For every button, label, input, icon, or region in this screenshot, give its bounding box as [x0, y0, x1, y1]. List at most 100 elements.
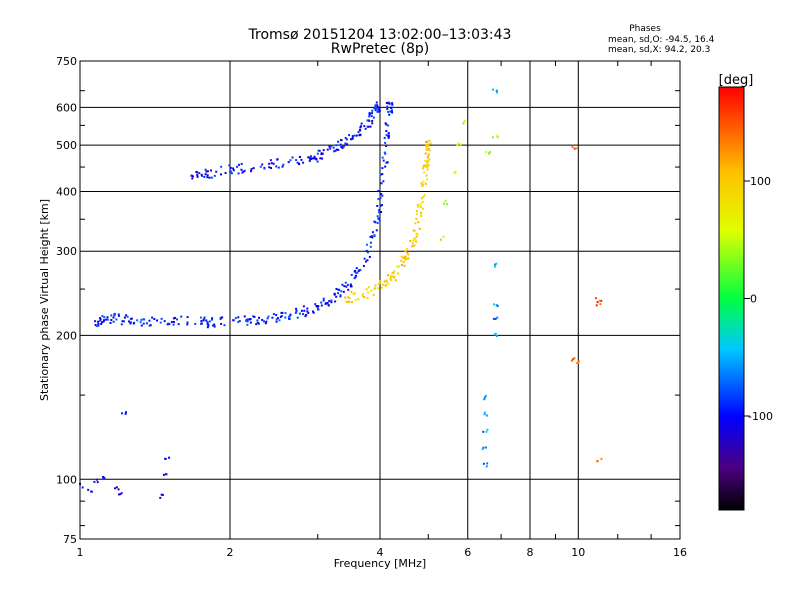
data-point: [442, 235, 445, 238]
data-point: [387, 101, 390, 104]
data-point: [238, 163, 241, 166]
data-point: [130, 321, 133, 324]
data-point: [365, 249, 368, 252]
data-point: [351, 135, 354, 138]
data-point: [381, 194, 384, 197]
data-point: [424, 159, 427, 162]
data-point: [253, 316, 256, 319]
data-point: [345, 300, 348, 303]
data-point: [485, 430, 488, 433]
data-point: [220, 165, 223, 168]
data-point: [117, 488, 120, 491]
data-point: [203, 316, 206, 319]
data-point: [442, 202, 445, 205]
data-point: [483, 411, 486, 414]
data-point: [259, 165, 262, 168]
data-point: [269, 159, 272, 162]
data-point: [95, 478, 98, 481]
data-point: [246, 318, 249, 321]
grid-lines: [80, 61, 680, 539]
data-point: [103, 476, 106, 479]
data-point: [99, 318, 102, 321]
data-point: [339, 295, 342, 298]
data-point: [400, 255, 403, 258]
data-point: [202, 319, 205, 322]
data-point: [375, 101, 378, 104]
data-point: [359, 269, 362, 272]
data-point: [491, 88, 494, 91]
data-point: [340, 139, 343, 142]
data-point: [349, 138, 352, 141]
data-point: [257, 322, 260, 325]
data-point: [237, 320, 240, 323]
data-point: [420, 182, 423, 185]
data-point: [360, 125, 363, 128]
data-point: [156, 319, 159, 322]
data-point: [397, 265, 400, 268]
data-point: [426, 168, 429, 171]
data-point: [121, 320, 124, 323]
data-point: [281, 165, 284, 168]
data-point: [594, 297, 597, 300]
data-point: [419, 205, 422, 208]
data-point: [115, 486, 118, 489]
data-point: [198, 172, 201, 175]
data-point: [385, 123, 388, 126]
data-point: [421, 167, 424, 170]
data-point: [316, 160, 319, 163]
data-point: [295, 309, 298, 312]
data-point: [495, 91, 498, 94]
data-point: [362, 292, 365, 295]
data-point: [112, 320, 115, 323]
data-point: [142, 322, 145, 325]
data-point: [243, 315, 246, 318]
data-point: [96, 481, 99, 484]
data-point: [494, 317, 497, 320]
data-point: [383, 280, 386, 283]
data-point: [224, 172, 227, 175]
data-point: [327, 304, 330, 307]
data-point: [381, 283, 384, 286]
data-point: [334, 300, 337, 303]
data-point: [129, 322, 132, 325]
data-point: [211, 324, 214, 327]
data-point: [378, 109, 381, 112]
data-point: [350, 290, 353, 293]
data-point: [288, 317, 291, 320]
data-point: [367, 286, 370, 289]
data-point: [385, 134, 388, 137]
data-point: [284, 312, 287, 315]
data-point: [376, 104, 379, 107]
data-point: [263, 167, 266, 170]
data-point: [352, 293, 355, 296]
data-point: [367, 291, 370, 294]
data-point: [420, 214, 423, 217]
data-point: [571, 145, 574, 148]
data-point: [275, 314, 278, 317]
data-point: [425, 174, 428, 177]
data-point: [384, 284, 387, 287]
data-point: [382, 159, 385, 162]
data-point: [376, 215, 379, 218]
data-point: [126, 315, 129, 318]
data-point: [392, 275, 395, 278]
data-point: [425, 163, 428, 166]
data-point: [291, 156, 294, 159]
data-point: [425, 141, 428, 144]
data-point: [124, 411, 127, 414]
colorbar-label: [deg]: [719, 73, 754, 88]
data-point: [495, 89, 498, 92]
data-point: [186, 316, 189, 319]
data-point: [371, 119, 374, 122]
data-point: [153, 318, 156, 321]
data-point: [571, 358, 574, 361]
data-point: [485, 465, 488, 468]
data-point: [119, 493, 122, 496]
data-point: [287, 161, 290, 164]
data-point: [344, 296, 347, 299]
data-point: [380, 286, 383, 289]
data-point: [124, 412, 127, 415]
data-point: [484, 446, 487, 449]
colorbar: [718, 86, 745, 511]
data-point: [428, 158, 431, 161]
